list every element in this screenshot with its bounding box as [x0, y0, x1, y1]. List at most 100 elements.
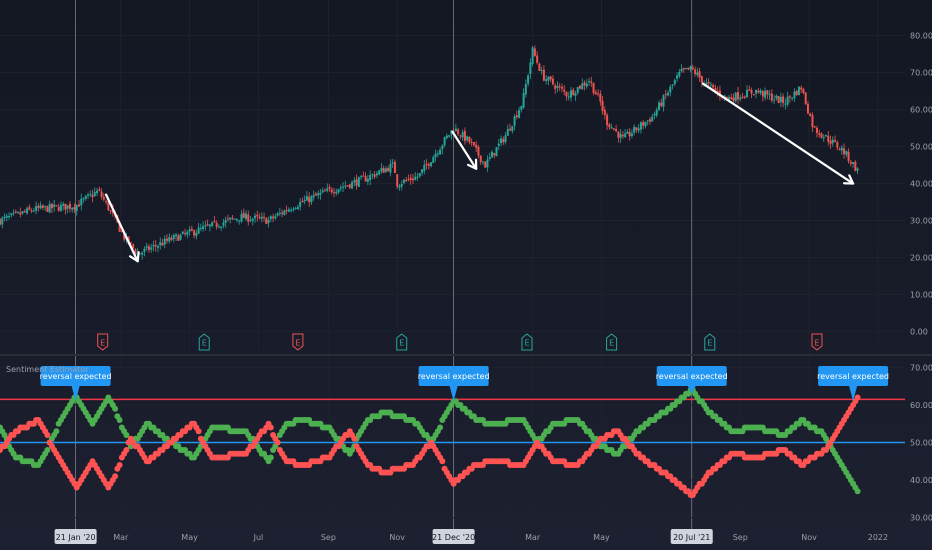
earnings-marker[interactable]: E [521, 333, 533, 351]
candle [57, 206, 60, 211]
candle [41, 205, 44, 208]
candle [694, 69, 697, 75]
candle [764, 90, 767, 98]
trend-arrow[interactable] [104, 193, 140, 263]
candle [678, 71, 681, 77]
candle [105, 201, 108, 203]
candle [434, 153, 437, 158]
candle [443, 137, 446, 146]
indicator-title[interactable]: Sentiment Estimator [6, 365, 89, 374]
candle [800, 87, 803, 90]
candle [775, 95, 778, 99]
price-pane[interactable]: 80.00 70.00 60.00 50.00 40.00 30.00 20.00 10.00… [0, 0, 932, 530]
time-tick-label: May [593, 533, 610, 542]
candle [506, 129, 509, 136]
earnings-marker-label: E [524, 339, 529, 348]
candle [576, 86, 579, 93]
candle [231, 217, 234, 219]
bear-dot [195, 428, 202, 435]
trend-arrow[interactable] [701, 82, 855, 185]
candle [53, 204, 56, 208]
candle [312, 194, 315, 198]
candle [294, 208, 297, 210]
candle [691, 67, 694, 70]
candle [14, 211, 17, 213]
bear-dot [854, 394, 861, 401]
candle [303, 199, 306, 202]
candle [37, 205, 40, 208]
candle [195, 232, 198, 237]
candle [847, 151, 850, 162]
candle [217, 226, 220, 228]
candle [132, 244, 135, 249]
trend-arrow-head [466, 158, 478, 170]
candle [91, 194, 94, 198]
candle [840, 147, 843, 151]
candle [635, 127, 638, 131]
candle [138, 253, 141, 255]
earnings-marker[interactable]: E [97, 333, 109, 351]
time-tick-label: May [181, 533, 198, 542]
candle [581, 83, 584, 90]
earnings-marker[interactable]: E [811, 333, 823, 351]
earnings-marker-label: E [707, 339, 712, 348]
candle [813, 126, 816, 128]
earnings-marker[interactable]: E [396, 333, 408, 351]
bear-series [0, 394, 861, 498]
candle [671, 84, 674, 86]
candle [186, 231, 189, 235]
candle [633, 126, 636, 133]
candle [554, 85, 557, 89]
candle [768, 94, 771, 96]
candle [615, 129, 618, 132]
candle [676, 75, 679, 79]
highlighted-date-text: 20 Jul '21 [673, 533, 710, 542]
highlighted-date-label[interactable]: 21 Jan '20 [54, 529, 97, 544]
candle [547, 76, 550, 81]
candle [513, 116, 516, 126]
candle [579, 85, 582, 89]
candle [62, 203, 65, 206]
candle [685, 67, 688, 69]
candle [732, 97, 735, 101]
candle [123, 231, 126, 240]
candle [461, 132, 464, 138]
candle [432, 157, 435, 163]
time-axis[interactable]: 20MarMayJulSepNovMarMaySepNov202221 Jan … [0, 529, 888, 544]
candle [75, 205, 78, 211]
sentiment-pane[interactable]: 70.00 60.00 50.00 40.00 30.00 reversal expect… [0, 364, 932, 523]
candle [761, 91, 764, 97]
earnings-marker[interactable]: E [292, 333, 304, 351]
bear-dot [44, 432, 51, 438]
highlighted-date-label[interactable]: 21 Dec '20 [432, 529, 475, 544]
candle [610, 127, 613, 129]
candle [357, 177, 360, 187]
candle [750, 90, 753, 94]
reversal-callout[interactable]: reversal expected [656, 366, 728, 394]
candle [612, 128, 615, 130]
earnings-marker[interactable]: E [704, 333, 716, 351]
candle [3, 216, 6, 218]
candle [705, 82, 708, 85]
candle [511, 126, 514, 132]
candle [197, 227, 200, 234]
reversal-callout[interactable]: reversal expected [418, 366, 490, 402]
bull-dot [44, 447, 51, 453]
candle [784, 103, 787, 105]
reversal-callout[interactable]: reversal expected [40, 366, 112, 402]
earnings-marker[interactable]: E [198, 333, 210, 351]
candle [276, 213, 279, 216]
candle [463, 130, 466, 141]
highlighted-date-label[interactable]: 20 Jul '21 [670, 529, 713, 544]
trend-arrow[interactable] [451, 130, 478, 170]
sentiment-tick-label: 30.00 [910, 514, 932, 523]
earnings-marker[interactable]: E [606, 333, 618, 351]
reversal-callout[interactable]: reversal expected [817, 366, 889, 402]
time-tick-label: Mar [113, 533, 129, 542]
candle [421, 169, 424, 173]
candle [179, 234, 182, 240]
candle [531, 47, 534, 64]
candle [5, 215, 8, 218]
candle [333, 192, 336, 194]
callout-pointer [449, 386, 458, 402]
